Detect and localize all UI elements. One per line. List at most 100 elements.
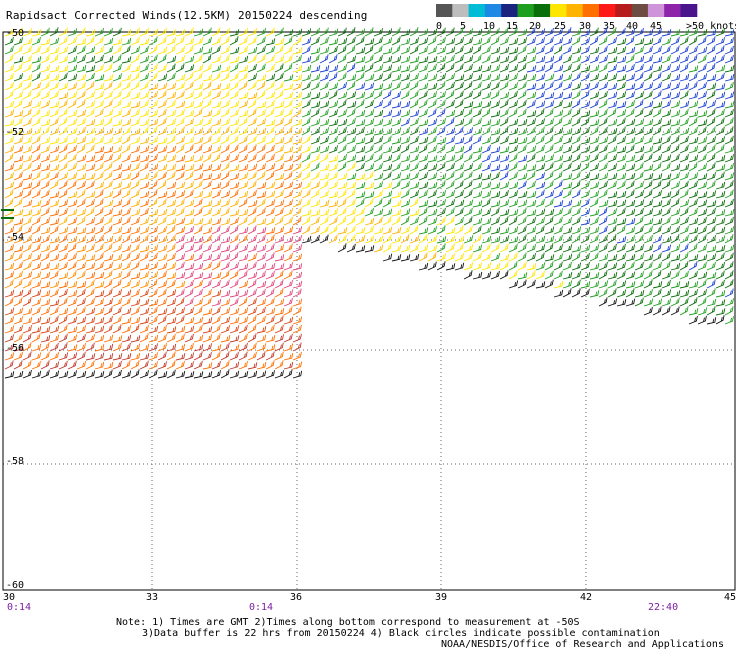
wind-barb: [220, 199, 230, 208]
wind-barb: [67, 307, 78, 316]
wind-barb: [517, 144, 527, 154]
wind-barb: [265, 190, 276, 199]
wind-barb: [643, 164, 654, 172]
wind-barb: [364, 63, 374, 73]
wind-barb: [103, 171, 113, 181]
wind-barb: [211, 172, 222, 181]
wind-barb: [103, 180, 113, 190]
wind-barb: [616, 55, 627, 64]
wind-barb: [652, 261, 662, 271]
wind-barb: [625, 91, 635, 100]
wind-barb: [508, 54, 518, 64]
wind-barb: [319, 145, 330, 154]
wind-barb: [571, 46, 582, 55]
wind-barb: [247, 370, 258, 379]
wind-barb: [247, 36, 257, 46]
wind-barb: [202, 326, 213, 334]
wind-barb: [13, 279, 23, 289]
wind-barb: [508, 27, 518, 37]
wind-barb: [13, 91, 23, 100]
wind-barb: [40, 164, 51, 172]
wind-barb: [616, 236, 627, 244]
wind-barb: [553, 171, 563, 181]
wind-barb: [175, 333, 185, 343]
wind-barb: [661, 198, 671, 208]
wind-barb: [463, 108, 473, 118]
wind-barb: [85, 118, 96, 127]
wind-barb: [76, 154, 87, 163]
wind-barb: [553, 154, 564, 163]
wind-barb: [634, 99, 644, 109]
legend-swatch: [468, 4, 486, 17]
wind-barb: [85, 108, 95, 118]
wind-barb: [193, 360, 203, 370]
wind-barb: [202, 200, 213, 208]
wind-barb: [625, 118, 636, 127]
wind-barb: [715, 190, 726, 199]
wind-barb: [94, 64, 104, 73]
wind-barb: [265, 181, 276, 190]
wind-barb: [4, 244, 14, 253]
wind-barb: [634, 271, 644, 280]
wind-barb: [724, 101, 735, 109]
wind-barb: [661, 144, 671, 154]
wind-barb: [40, 317, 51, 325]
wind-barb: [103, 190, 114, 199]
wind-barb: [166, 289, 177, 298]
wind-barb: [13, 73, 23, 82]
wind-barb: [679, 163, 690, 172]
wind-barb: [184, 226, 194, 235]
wind-barb: [157, 244, 168, 253]
wind-barb: [247, 225, 257, 235]
wind-barb: [283, 74, 294, 82]
wind-barb: [688, 243, 698, 253]
wind-barb: [670, 29, 681, 37]
wind-barb: [373, 45, 383, 55]
wind-barb: [400, 136, 411, 145]
wind-barb: [499, 126, 509, 136]
wind-barb: [328, 191, 339, 199]
wind-barbs: [4, 27, 735, 379]
wind-barb: [58, 244, 68, 253]
wind-barb: [238, 253, 249, 262]
wind-barb: [184, 136, 195, 145]
wind-barb: [238, 164, 249, 172]
wind-barb: [589, 290, 600, 298]
wind-barb: [58, 252, 68, 262]
wind-barb: [625, 189, 635, 199]
wind-barb: [67, 270, 77, 280]
wind-barb: [130, 335, 141, 343]
wind-barb: [526, 27, 536, 37]
wind-barb: [427, 261, 437, 271]
wind-barb: [409, 181, 420, 190]
wind-barb: [400, 73, 411, 82]
wind-barb: [283, 270, 293, 280]
wind-barb: [202, 54, 212, 64]
wind-barb: [220, 45, 230, 55]
wind-barb: [130, 27, 140, 37]
wind-barb: [247, 216, 257, 226]
wind-barb: [112, 335, 123, 343]
wind-barb: [706, 100, 716, 109]
wind-barb: [445, 216, 455, 226]
wind-barb: [526, 145, 537, 154]
wind-barb: [139, 333, 149, 343]
wind-barb: [175, 155, 186, 163]
wind-barb: [391, 27, 401, 37]
wind-barb: [274, 55, 285, 64]
wind-barb: [103, 225, 113, 235]
wind-barb: [562, 27, 572, 37]
wind-barb: [382, 55, 393, 64]
wind-barb: [94, 216, 104, 226]
wind-barb: [94, 307, 105, 316]
wind-barb: [427, 155, 438, 163]
wind-barb: [292, 333, 302, 343]
wind-barb: [130, 171, 140, 181]
wind-barb: [202, 126, 212, 136]
wind-barb: [445, 136, 455, 145]
wind-barb: [229, 243, 239, 253]
wind-barb: [337, 172, 348, 181]
wind-barb: [679, 297, 689, 307]
wind-barb: [418, 181, 429, 190]
wind-barb: [175, 243, 185, 253]
